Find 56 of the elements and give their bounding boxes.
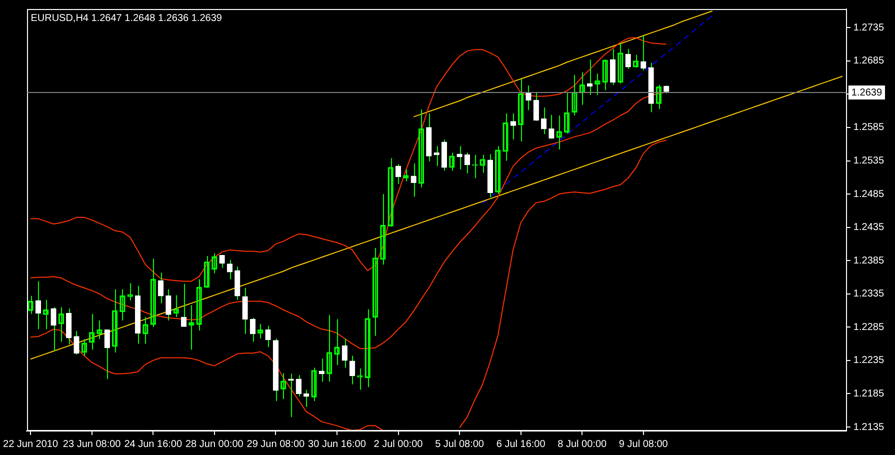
ref-line-label: 1.2639 <box>851 87 882 98</box>
y-tick-label: 1.2335 <box>853 288 884 300</box>
y-tick-label: 1.2285 <box>853 322 884 333</box>
y-tick-label: 1.2435 <box>853 222 884 234</box>
y-tick-label: 1.2585 <box>853 122 884 134</box>
candlestick <box>349 355 356 385</box>
x-tick-label: 23 Jun 08:00 <box>62 438 122 450</box>
x-tick-label: 8 Jul 00:00 <box>558 438 608 450</box>
candlestick <box>441 138 448 172</box>
x-tick-label: 29 Jun 08:00 <box>246 438 306 450</box>
candlestick <box>526 85 532 111</box>
candlestick <box>296 374 302 397</box>
x-tick-label: 6 Jul 16:00 <box>496 438 546 450</box>
candlestick <box>410 162 416 198</box>
candlestick <box>586 59 593 96</box>
candlestick <box>510 113 516 140</box>
line-series <box>482 15 713 204</box>
y-tick-label: 1.2135 <box>853 422 884 433</box>
x-tick-label: 5 Jul 08:00 <box>435 438 484 450</box>
candlestick <box>540 107 547 135</box>
y-tick-label: 1.2185 <box>853 388 884 400</box>
x-tick-label: 22 Jun 2010 <box>3 438 58 450</box>
candlestick <box>158 272 164 304</box>
candlestick <box>226 259 233 280</box>
candlestick <box>342 338 348 368</box>
candlestick <box>610 48 616 86</box>
y-tick-label: 1.2535 <box>853 156 884 167</box>
candlestick <box>395 164 402 185</box>
candlestick <box>242 287 248 334</box>
candlestick <box>166 288 172 322</box>
x-tick-label: 24 Jun 16:00 <box>124 438 182 450</box>
candlestick <box>640 35 646 71</box>
y-tick-label: 1.2385 <box>853 255 884 266</box>
candlestick <box>35 280 42 330</box>
candlestick <box>104 329 110 380</box>
candlestick <box>74 330 80 355</box>
x-tick-label: 28 Jun 00:00 <box>185 438 244 450</box>
candlestick <box>66 308 72 345</box>
chart-title: EURUSD,H4 1.2647 1.2648 1.2636 1.2639 <box>30 12 222 24</box>
x-tick-label: 2 Jul 00:00 <box>374 438 424 450</box>
x-tick-label: 9 Jul 08:00 <box>618 438 668 450</box>
candlestick <box>533 92 539 122</box>
candlestick <box>464 152 470 174</box>
candlestick <box>234 266 240 300</box>
candlestick <box>625 48 631 70</box>
candlestick <box>219 254 225 268</box>
x-tick-label: 30 Jun 16:00 <box>308 438 366 450</box>
candlestick <box>548 114 554 140</box>
candlestick <box>265 325 271 348</box>
candlestick <box>50 306 56 352</box>
y-tick-label: 1.2235 <box>853 355 884 366</box>
y-tick-label: 1.2685 <box>853 56 884 67</box>
candlestick <box>180 283 187 327</box>
y-tick-label: 1.2735 <box>853 22 884 34</box>
y-tick-label: 1.2485 <box>853 188 884 200</box>
candlestick <box>250 317 256 342</box>
